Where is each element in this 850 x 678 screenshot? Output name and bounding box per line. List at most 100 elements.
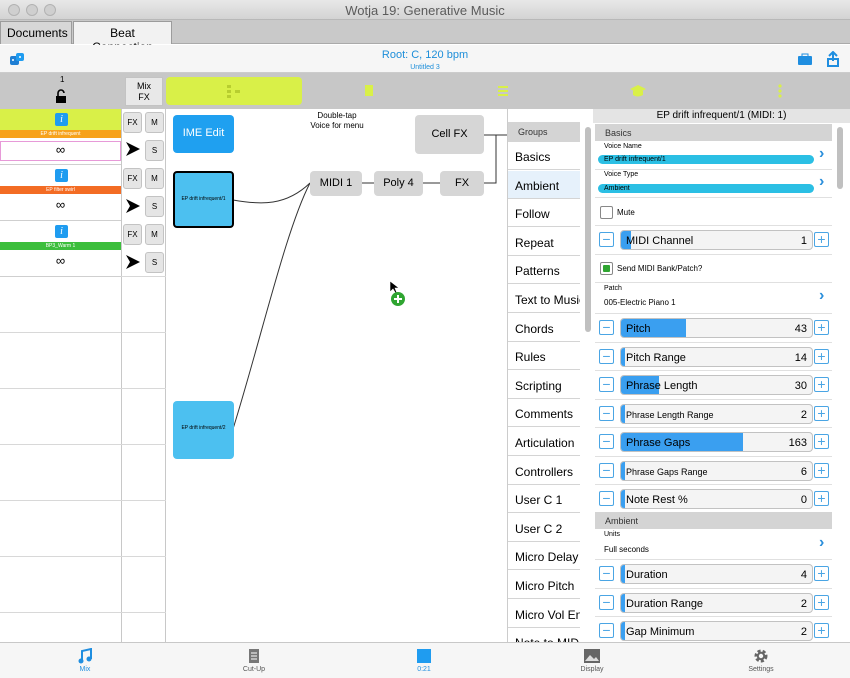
- close-window-button[interactable]: [8, 4, 20, 16]
- send-midi-checkbox[interactable]: [600, 262, 613, 275]
- group-item[interactable]: Controllers: [508, 457, 580, 485]
- value-slider[interactable]: Duration Range 2: [620, 592, 813, 613]
- group-item[interactable]: Rules: [508, 342, 580, 371]
- chevron-right-icon[interactable]: ›: [819, 534, 825, 551]
- increment-button[interactable]: +: [814, 405, 829, 421]
- group-item[interactable]: Comments: [508, 399, 580, 428]
- minimize-window-button[interactable]: [26, 4, 38, 16]
- voice-lane[interactable]: i EP filter swirl ∞: [0, 165, 121, 221]
- fx-button[interactable]: FX: [123, 168, 142, 189]
- mute-button[interactable]: M: [145, 224, 164, 245]
- share-icon[interactable]: [826, 51, 840, 67]
- footer-tab-display[interactable]: Display: [562, 646, 622, 673]
- value-slider[interactable]: Phrase Length Range 2: [620, 403, 813, 424]
- unlock-icon[interactable]: [55, 89, 67, 104]
- info-icon[interactable]: i: [55, 169, 68, 182]
- tab-documents[interactable]: Documents: [0, 21, 72, 44]
- group-item[interactable]: Basics: [508, 142, 580, 170]
- send-midi-row[interactable]: Send MIDI Bank/Patch?: [595, 255, 832, 283]
- value-slider[interactable]: Gap Minimum 2: [620, 621, 813, 641]
- play-arrow-icon[interactable]: [125, 254, 141, 270]
- segment-network[interactable]: [166, 77, 302, 105]
- solo-button[interactable]: S: [145, 252, 164, 273]
- segment-sliders[interactable]: [434, 77, 570, 105]
- group-item[interactable]: Ambient: [508, 170, 580, 199]
- voice-name-row[interactable]: Voice Name EP drift infrequent/1 ›: [595, 142, 832, 170]
- tab-beat-connection[interactable]: Beat Connection: [73, 21, 172, 54]
- value-slider[interactable]: Duration 4: [620, 564, 813, 584]
- group-item[interactable]: Repeat: [508, 228, 580, 256]
- decrement-button[interactable]: −: [599, 232, 614, 247]
- value-slider[interactable]: Pitch Range 14: [620, 346, 813, 367]
- value-slider[interactable]: Pitch 43: [620, 318, 813, 338]
- group-item[interactable]: Chords: [508, 314, 580, 342]
- mute-button[interactable]: M: [145, 168, 164, 189]
- group-item[interactable]: Follow: [508, 199, 580, 228]
- voice-lane[interactable]: i BP3_Warm 1 ∞: [0, 221, 121, 277]
- group-item[interactable]: Micro Pitch: [508, 571, 580, 599]
- chevron-right-icon[interactable]: ›: [819, 145, 825, 162]
- decrement-button[interactable]: −: [599, 594, 614, 610]
- segment-learn[interactable]: [570, 77, 704, 105]
- props-scrollbar[interactable]: [837, 127, 843, 189]
- play-arrow-icon[interactable]: [125, 198, 141, 214]
- zoom-window-button[interactable]: [44, 4, 56, 16]
- solo-button[interactable]: S: [145, 196, 164, 217]
- decrement-button[interactable]: −: [599, 348, 614, 364]
- voice-name-field[interactable]: EP drift infrequent/1: [598, 155, 814, 164]
- footer-tab-cut-up[interactable]: Cut-Up: [224, 646, 284, 673]
- increment-button[interactable]: +: [814, 566, 829, 581]
- ime-edit-button[interactable]: IME Edit: [173, 115, 234, 153]
- voice-header[interactable]: i: [0, 109, 121, 131]
- midi1-node[interactable]: MIDI 1: [310, 171, 362, 196]
- decrement-button[interactable]: −: [599, 623, 614, 638]
- increment-button[interactable]: +: [814, 348, 829, 364]
- fx-node[interactable]: FX: [440, 171, 484, 196]
- decrement-button[interactable]: −: [599, 320, 614, 335]
- group-item[interactable]: Scripting: [508, 371, 580, 399]
- chevron-right-icon[interactable]: ›: [819, 173, 825, 190]
- decrement-button[interactable]: −: [599, 462, 614, 478]
- voice-header[interactable]: i: [0, 165, 121, 187]
- segment-more[interactable]: [704, 77, 832, 105]
- mute-row[interactable]: Mute: [595, 198, 832, 226]
- voice-lane[interactable]: i EP drift infrequent ∞: [0, 109, 121, 165]
- mute-checkbox[interactable]: [600, 206, 613, 219]
- voice-type-row[interactable]: Voice Type Ambient ›: [595, 170, 832, 198]
- increment-button[interactable]: +: [814, 377, 829, 392]
- increment-button[interactable]: +: [814, 462, 829, 478]
- group-item[interactable]: Micro Delay: [508, 542, 580, 571]
- decrement-button[interactable]: −: [599, 405, 614, 421]
- chevron-right-icon[interactable]: ›: [819, 287, 825, 304]
- footer-tab-mix[interactable]: Mix: [55, 646, 115, 673]
- footer-tab-transport[interactable]: 0:21: [394, 646, 454, 673]
- footer-tab-settings[interactable]: Settings: [731, 646, 791, 673]
- increment-button[interactable]: +: [814, 434, 829, 449]
- decrement-button[interactable]: −: [599, 566, 614, 581]
- value-slider[interactable]: Phrase Length 30: [620, 375, 813, 395]
- increment-button[interactable]: +: [814, 320, 829, 335]
- group-item[interactable]: User C 2: [508, 514, 580, 542]
- value-slider[interactable]: Phrase Gaps Range 6: [620, 460, 813, 481]
- decrement-button[interactable]: −: [599, 434, 614, 449]
- solo-button[interactable]: S: [145, 140, 164, 161]
- decrement-button[interactable]: −: [599, 491, 614, 506]
- increment-button[interactable]: +: [814, 232, 829, 247]
- toolbox-icon[interactable]: [797, 53, 813, 66]
- group-item[interactable]: Micro Vol En: [508, 600, 580, 628]
- value-slider[interactable]: Phrase Gaps 163: [620, 432, 813, 452]
- group-item[interactable]: Patterns: [508, 256, 580, 285]
- fx-button[interactable]: FX: [123, 112, 142, 133]
- cell-fx-node[interactable]: Cell FX: [415, 115, 484, 154]
- group-item[interactable]: Articulation: [508, 428, 580, 456]
- voice-header[interactable]: i: [0, 221, 121, 243]
- dice-icon[interactable]: [9, 52, 25, 66]
- voice-node-1[interactable]: EP drift infrequent/1: [173, 171, 234, 228]
- groups-scrollbar[interactable]: [585, 127, 591, 332]
- units-row[interactable]: Units Full seconds ›: [595, 530, 832, 560]
- increment-button[interactable]: +: [814, 594, 829, 610]
- group-item[interactable]: Text to Music: [508, 285, 580, 313]
- patch-row[interactable]: Patch 005-Electric Piano 1 ›: [595, 283, 832, 314]
- decrement-button[interactable]: −: [599, 377, 614, 392]
- info-icon[interactable]: i: [55, 225, 68, 238]
